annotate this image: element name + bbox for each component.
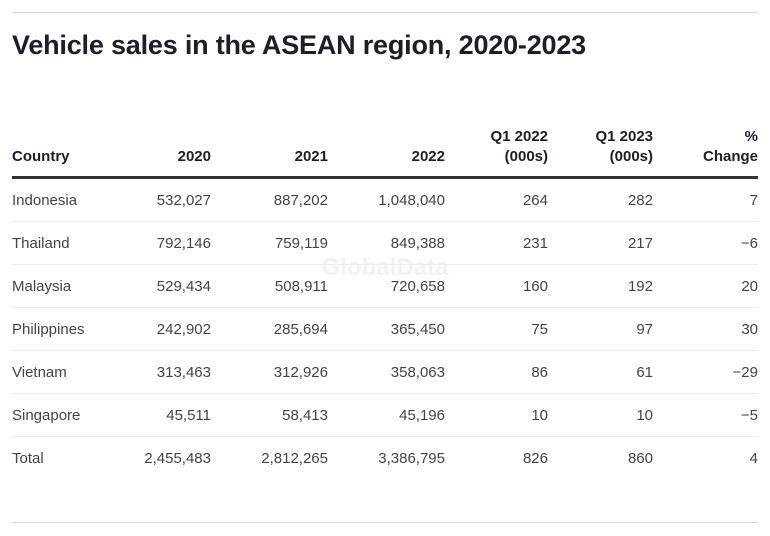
value-cell: 1,048,040	[378, 192, 445, 209]
value-cell: 242,902	[156, 321, 211, 338]
value-cell: 45,196	[399, 407, 445, 424]
country-cell: Thailand	[12, 235, 70, 252]
country-cell: Total	[12, 450, 44, 467]
table-row: Philippines 242,902 285,694 365,450 75 97 30	[12, 308, 758, 351]
value-cell: −29	[732, 364, 758, 381]
country-cell: Indonesia	[12, 192, 78, 209]
table-row: Total 2,455,483 2,812,265 3,386,795 826 860 4	[12, 437, 758, 479]
value-cell: 365,450	[390, 321, 445, 338]
value-cell: 192	[627, 278, 653, 295]
value-cell: 264	[522, 192, 548, 209]
country-cell: Philippines	[12, 321, 85, 338]
value-cell: 826	[522, 450, 548, 467]
column-header: Country	[12, 148, 70, 165]
table-row: Indonesia 532,027 887,202 1,048,040 264 282 7	[12, 179, 758, 222]
value-cell: 7	[749, 192, 758, 209]
value-cell: 160	[522, 278, 548, 295]
value-cell: 312,926	[273, 364, 328, 381]
value-cell: 3,386,795	[378, 450, 445, 467]
value-cell: 20	[741, 278, 758, 295]
table-row: Vietnam 313,463 312,926 358,063 86 61 −29	[12, 351, 758, 394]
country-cell: Malaysia	[12, 278, 72, 295]
column-header: 2022	[411, 148, 445, 165]
column-header: % Change	[702, 128, 758, 165]
value-cell: 231	[522, 235, 548, 252]
bottom-divider	[12, 522, 758, 523]
value-cell: 849,388	[390, 235, 445, 252]
country-cell: Vietnam	[12, 364, 67, 381]
value-cell: 75	[531, 321, 548, 338]
column-header: 2021	[294, 148, 328, 165]
value-cell: 10	[636, 407, 653, 424]
table-row: Malaysia 529,434 508,911 720,658 160 192 20	[12, 265, 758, 308]
value-cell: 792,146	[156, 235, 211, 252]
value-cell: −5	[740, 407, 758, 424]
value-cell: 86	[531, 364, 548, 381]
chart-title: Vehicle sales in the ASEAN region, 2020-…	[12, 30, 586, 60]
table-row: Singapore 45,511 58,413 45,196 10 10 −5	[12, 394, 758, 437]
value-cell: 4	[749, 450, 758, 467]
value-cell: 282	[627, 192, 653, 209]
table-row: Thailand 792,146 759,119 849,388 231 217 −6	[12, 222, 758, 265]
data-table: Country 2020 2021 2022 Q1 2022 (000s) Q1 2023…	[12, 128, 758, 479]
value-cell: −6	[740, 235, 758, 252]
column-header: Q1 2022 (000s)	[490, 128, 548, 165]
value-cell: 217	[627, 235, 653, 252]
value-cell: 720,658	[390, 278, 445, 295]
value-cell: 58,413	[282, 407, 328, 424]
value-cell: 61	[636, 364, 653, 381]
value-cell: 887,202	[273, 192, 328, 209]
value-cell: 529,434	[156, 278, 211, 295]
top-divider	[12, 12, 758, 13]
value-cell: 860	[627, 450, 653, 467]
value-cell: 759,119	[274, 235, 328, 252]
value-cell: 2,812,265	[261, 450, 328, 467]
value-cell: 2,455,483	[144, 450, 211, 467]
value-cell: 532,027	[156, 192, 211, 209]
country-cell: Singapore	[12, 407, 81, 424]
value-cell: 313,463	[156, 364, 211, 381]
value-cell: 45,511	[166, 407, 211, 424]
value-cell: 358,063	[390, 364, 445, 381]
column-header: 2020	[177, 148, 211, 165]
value-cell: 508,911	[274, 278, 328, 295]
value-cell: 285,694	[273, 321, 328, 338]
table-header-row: Country 2020 2021 2022 Q1 2022 (000s) Q1 2023…	[12, 128, 758, 179]
column-header: Q1 2023 (000s)	[595, 128, 653, 165]
value-cell: 30	[741, 321, 758, 338]
value-cell: 97	[636, 321, 653, 338]
value-cell: 10	[531, 407, 548, 424]
